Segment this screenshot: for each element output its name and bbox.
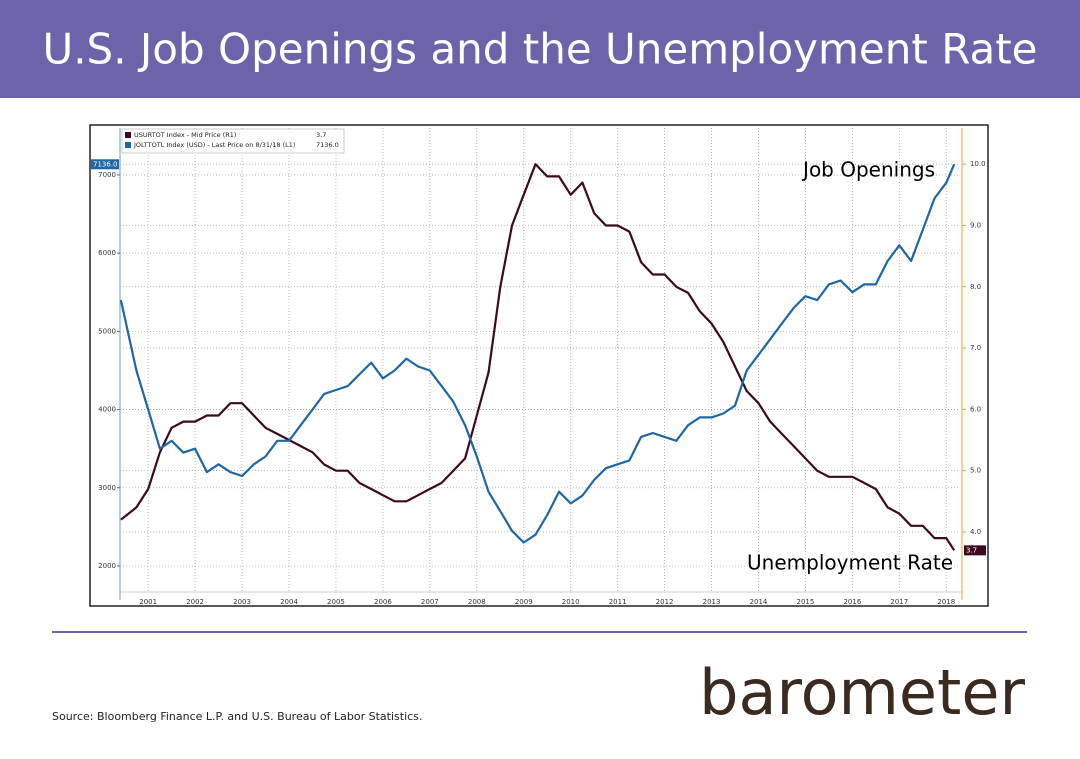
header-band bbox=[0, 0, 1080, 98]
series-line bbox=[120, 163, 956, 551]
annotation: Job Openings bbox=[801, 158, 935, 182]
chart-frame bbox=[89, 124, 989, 607]
x-tick-label: 2016 bbox=[843, 598, 861, 606]
x-tick-label: 2011 bbox=[609, 598, 627, 606]
x-tick-label: 2002 bbox=[186, 598, 204, 606]
legend-value: 3.7 bbox=[316, 131, 326, 139]
x-tick-label: 2014 bbox=[750, 598, 768, 606]
x-tick-label: 2018 bbox=[937, 598, 955, 606]
slide-title: U.S. Job Openings and the Unemployment R… bbox=[42, 25, 1037, 74]
y2-tick-label: 10.0 bbox=[970, 160, 986, 168]
y-tick-label: 4000 bbox=[98, 406, 116, 414]
legend-label: JOLTTOTL Index (USD) - Last Price on 8/3… bbox=[133, 141, 295, 149]
legend-label: USURTOT Index - Mid Price (R1) bbox=[134, 131, 236, 139]
annotation: Unemployment Rate bbox=[747, 551, 953, 575]
x-tick-label: 2001 bbox=[139, 598, 157, 606]
x-tick-label: 2013 bbox=[703, 598, 721, 606]
logo: barometer bbox=[699, 656, 1025, 729]
x-tick-label: 2005 bbox=[327, 598, 345, 606]
y2-tick-label: 8.0 bbox=[970, 283, 981, 291]
x-tick-label: 2017 bbox=[890, 598, 908, 606]
x-tick-label: 2008 bbox=[468, 598, 486, 606]
x-tick-label: 2007 bbox=[421, 598, 439, 606]
x-tick-label: 2006 bbox=[374, 598, 392, 606]
x-tick-label: 2004 bbox=[280, 598, 298, 606]
source: Source: Bloomberg Finance L.P. and U.S. … bbox=[52, 710, 422, 723]
last-value-box bbox=[964, 545, 986, 556]
legend-value: 7136.0 bbox=[316, 141, 339, 149]
y2-tick-label: 4.0 bbox=[970, 528, 981, 536]
last-value-box bbox=[91, 159, 119, 170]
x-tick-label: 2010 bbox=[562, 598, 580, 606]
y-tick-label: 6000 bbox=[98, 249, 116, 257]
y-tick-label: 3000 bbox=[98, 484, 116, 492]
y2-tick-label: 7.0 bbox=[970, 344, 981, 352]
y-tick-label: 7000 bbox=[98, 171, 116, 179]
x-tick-label: 2012 bbox=[656, 598, 674, 606]
x-tick-label: 2009 bbox=[515, 598, 533, 606]
y-tick-label: 5000 bbox=[98, 327, 116, 335]
legend-swatch bbox=[125, 142, 131, 148]
last-value-label: 3.7 bbox=[966, 546, 977, 554]
x-tick-label: 2003 bbox=[233, 598, 251, 606]
x-tick-label: 2015 bbox=[797, 598, 815, 606]
series-line bbox=[119, 163, 956, 544]
y2-tick-label: 5.0 bbox=[970, 467, 981, 475]
last-value-label: 7136.0 bbox=[93, 160, 118, 168]
legend-swatch bbox=[125, 132, 131, 138]
y-tick-label: 2000 bbox=[98, 562, 116, 570]
y2-tick-label: 6.0 bbox=[970, 405, 981, 413]
legend-box bbox=[121, 128, 345, 154]
y2-tick-label: 9.0 bbox=[970, 221, 981, 229]
